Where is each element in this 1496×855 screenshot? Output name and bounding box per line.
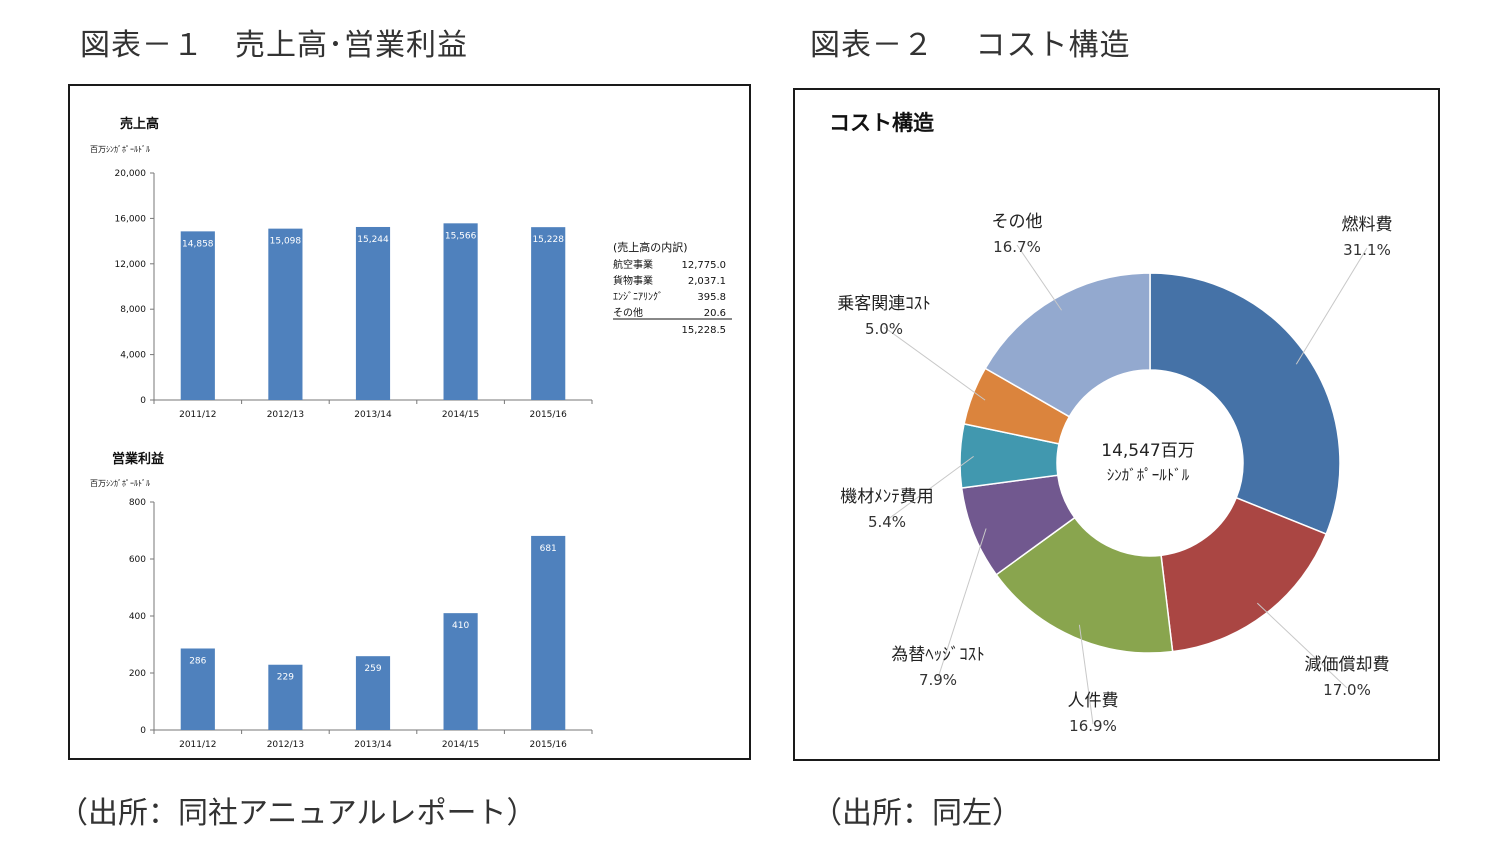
breakdown-label-2: ｴﾝｼﾞﾆｱﾘﾝｸﾞ: [613, 291, 663, 303]
slice-name-label: 燃料費: [1342, 215, 1393, 235]
x-category-label: 2015/16: [530, 740, 568, 750]
profit-chart-title: 営業利益: [112, 451, 164, 467]
leader-line: [883, 326, 986, 401]
breakdown-label-3: その他: [613, 306, 643, 319]
y-tick-label: 8,000: [120, 305, 146, 315]
breakdown-value-1: 2,037.1: [688, 276, 726, 287]
x-category-label: 2011/12: [179, 740, 216, 750]
slice-name-label: その他: [992, 212, 1043, 232]
leader-line: [1016, 244, 1063, 311]
slice-name-label: 減価償却費: [1305, 655, 1390, 675]
slice-percent-label: 16.9%: [1069, 717, 1117, 735]
breakdown-value-2: 395.8: [697, 292, 726, 303]
slice-percent-label: 5.0%: [865, 320, 903, 338]
donut-slice: [984, 272, 1151, 418]
bar-value-label: 286: [189, 656, 206, 666]
figure2-frame: コスト構造 燃料費 31.1% 減価償却費 17.0% 人件費 16.9% 為替ﾍｯｼﾞｺｽ…: [793, 88, 1440, 761]
figure1-title: 図表－１ 売上高･営業利益: [80, 28, 468, 63]
slice-percent-label: 16.7%: [993, 238, 1041, 256]
breakdown-label-1: 貨物事業: [613, 274, 653, 287]
bar: [531, 227, 566, 400]
breakdown-title: (売上高の内訳): [613, 240, 688, 254]
x-category-label: 2014/15: [442, 410, 479, 420]
slice-percent-label: 5.4%: [868, 513, 906, 531]
y-tick-label: 0: [140, 396, 146, 406]
breakdown-total: 15,228.5: [681, 325, 726, 336]
slice-name-label: 乗客関連ｺｽﾄ: [837, 294, 931, 314]
bar-value-label: 259: [364, 664, 381, 674]
x-category-label: 2012/13: [267, 740, 304, 750]
donut-center-unit: ｼﾝｶﾞﾎﾟｰﾙﾄﾞﾙ: [1107, 466, 1190, 484]
revenue-chart: 0 4,000 8,000 12,000 16,000 20,000 14,858 2011/…: [115, 169, 593, 420]
revenue-chart-title: 売上高: [120, 116, 159, 132]
profit-chart: 0 200 400 600 800 286 2011/12 229 2012/13 259 2013…: [129, 498, 593, 750]
bar: [268, 228, 303, 400]
revenue-chart-ylabel: 百万ｼﾝｶﾞﾎﾟｰﾙﾄﾞﾙ: [90, 145, 150, 154]
slice-name-label: 人件費: [1068, 691, 1119, 711]
breakdown-label-0: 航空事業: [613, 258, 653, 271]
bar-value-label: 15,228: [532, 235, 564, 245]
y-tick-label: 12,000: [115, 260, 147, 270]
x-category-label: 2013/14: [354, 410, 392, 420]
slice-percent-label: 17.0%: [1323, 681, 1371, 699]
x-category-label: 2011/12: [179, 410, 216, 420]
y-tick-label: 16,000: [115, 214, 147, 224]
y-tick-label: 0: [140, 726, 146, 736]
bar: [268, 664, 303, 730]
bar-value-label: 229: [277, 673, 294, 683]
y-tick-label: 800: [129, 498, 146, 508]
breakdown-value-0: 12,775.0: [681, 260, 726, 271]
donut-slice: [1160, 496, 1328, 653]
leader-line: [886, 455, 974, 521]
bar: [531, 535, 566, 730]
leader-line: [1256, 602, 1348, 689]
donut-slice: [995, 516, 1174, 654]
slice-name-label: 機材ﾒﾝﾃ費用: [840, 487, 934, 507]
bar: [180, 648, 215, 730]
bar: [443, 223, 478, 400]
figure2-source: （出所：同左）: [812, 796, 1022, 831]
y-tick-label: 600: [129, 555, 146, 565]
bar-value-label: 15,098: [270, 237, 302, 247]
bar: [355, 656, 391, 730]
y-tick-label: 20,000: [115, 169, 147, 179]
bar-value-label: 14,858: [182, 239, 214, 249]
slice-percent-label: 7.9%: [919, 671, 957, 689]
bar: [355, 226, 391, 400]
donut-slice: [1149, 272, 1341, 536]
figure1-source: （出所：同社アニュアルレポート）: [58, 796, 537, 831]
donut-center-total: 14,547百万: [1101, 441, 1194, 461]
bar: [443, 613, 478, 730]
y-tick-label: 200: [129, 669, 146, 679]
y-tick-label: 400: [129, 612, 146, 622]
donut-chart-svg: コスト構造 燃料費 31.1% 減価償却費 17.0% 人件費 16.9% 為替ﾍｯｼﾞｺｽ…: [829, 111, 1393, 735]
figure2-title: 図表－２ コスト構造: [810, 28, 1131, 63]
profit-chart-ylabel: 百万ｼﾝｶﾞﾎﾟｰﾙﾄﾞﾙ: [90, 479, 150, 488]
slice-percent-label: 31.1%: [1343, 241, 1391, 259]
x-category-label: 2013/14: [354, 740, 392, 750]
cost-chart-title: コスト構造: [829, 111, 935, 135]
bar-value-label: 15,244: [357, 235, 389, 245]
leader-line: [1295, 247, 1368, 365]
leader-line: [1078, 624, 1094, 725]
bar-value-label: 15,566: [445, 231, 477, 241]
bar: [180, 231, 215, 400]
bar-value-label: 410: [452, 621, 469, 631]
breakdown-value-3: 20.6: [704, 308, 726, 319]
revenue-breakdown-table: (売上高の内訳) 航空事業 12,775.0 貨物事業 2,037.1 ｴﾝｼﾞ…: [613, 240, 732, 336]
cost-donut-chart: 燃料費 31.1% 減価償却費 17.0% 人件費 16.9% 為替ﾍｯｼﾞｺｽﾄ 7.9% 機…: [837, 212, 1392, 735]
x-category-label: 2014/15: [442, 740, 479, 750]
bar-charts-svg: 売上高 百万ｼﾝｶﾞﾎﾟｰﾙﾄﾞﾙ 0 4,000 8,000 12,000 16,00…: [90, 116, 732, 750]
y-tick-label: 4,000: [120, 351, 146, 361]
x-category-label: 2012/13: [267, 410, 304, 420]
leader-line: [937, 528, 987, 679]
x-category-label: 2015/16: [530, 410, 568, 420]
bar-value-label: 681: [540, 544, 557, 554]
slice-name-label: 為替ﾍｯｼﾞｺｽﾄ: [891, 645, 985, 665]
figure1-frame: 売上高 百万ｼﾝｶﾞﾎﾟｰﾙﾄﾞﾙ 0 4,000 8,000 12,000 16,00…: [68, 84, 751, 760]
